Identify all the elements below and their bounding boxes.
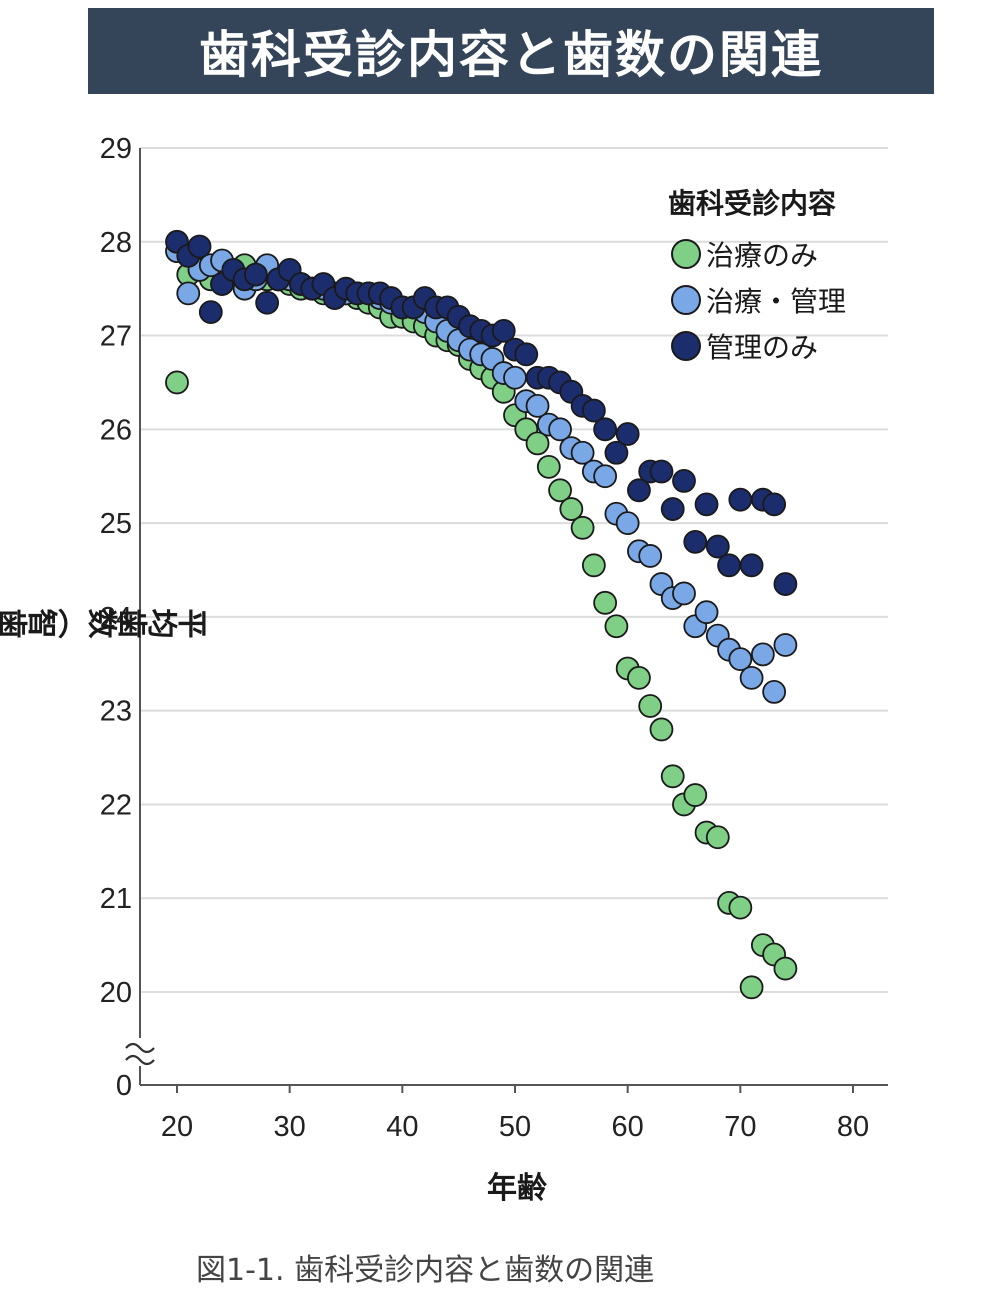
data-point-series-3 (615, 422, 640, 446)
x-tick-label: 70 (724, 1111, 756, 1143)
data-point-series-1 (548, 478, 572, 503)
data-point-series-2 (672, 581, 696, 606)
data-point-series-3 (649, 459, 674, 484)
data-point-series-3 (660, 497, 685, 521)
data-point-series-1 (649, 717, 674, 742)
data-point-series-2 (694, 600, 719, 625)
data-point-series-2 (593, 464, 618, 489)
x-tick-label: 60 (612, 1111, 644, 1143)
data-point-series-3 (627, 478, 651, 503)
x-tick-label: 80 (837, 1111, 869, 1143)
data-point-series-3 (773, 572, 798, 596)
data-point-series-3 (694, 492, 719, 517)
legend-marker (671, 331, 701, 361)
data-point-series-1 (581, 553, 606, 578)
data-point-series-2 (503, 365, 527, 390)
x-tick-label: 30 (274, 1111, 306, 1143)
data-point-series-1 (773, 956, 798, 981)
y-tick-label: 26 (100, 414, 132, 446)
data-point-series-2 (762, 680, 787, 704)
data-point-series-1 (604, 614, 629, 639)
data-point-series-3 (604, 440, 629, 465)
tick-labels: 20 21 22 23 24 25 26 27 28 29 0 20 30 40 50 60 70 80 (100, 133, 869, 1143)
data-point-series-3 (705, 534, 730, 559)
data-point-series-1 (536, 454, 561, 479)
data-point-series-3 (672, 469, 696, 493)
data-point-series-3 (514, 342, 539, 367)
data-point-series-1 (660, 764, 685, 789)
data-point-series-1 (683, 783, 708, 807)
legend-marker (671, 285, 701, 315)
data-point-series-3 (739, 553, 764, 578)
legend-label: 管理のみ (706, 331, 818, 364)
data-point-series-1 (728, 895, 753, 920)
data-point-series-3 (593, 417, 618, 442)
data-point-series-2 (638, 544, 663, 568)
y-tick-label: 21 (100, 883, 132, 915)
data-point-series-1 (627, 665, 651, 690)
data-points (165, 229, 798, 1000)
legend-label: 治療・管理 (706, 285, 846, 318)
data-point-series-2 (773, 633, 798, 657)
data-point-series-1 (705, 825, 730, 850)
data-point-series-3 (581, 398, 606, 423)
axis-break-icon (125, 1042, 155, 1066)
data-point-series-1 (559, 497, 584, 521)
y-tick-label: 20 (100, 977, 132, 1009)
data-point-series-3 (491, 318, 516, 343)
data-point-series-3 (683, 529, 708, 554)
data-point-series-2 (750, 642, 775, 667)
data-point-series-2 (570, 440, 595, 465)
figure-caption: 図1-1. 歯科受診内容と歯数の関連 (196, 1253, 655, 1288)
data-point-series-3 (187, 234, 212, 259)
legend-label: 治療のみ (706, 239, 818, 272)
data-point-series-2 (728, 647, 753, 671)
x-tick-label: 50 (499, 1111, 531, 1143)
x-tick-label: 40 (386, 1111, 418, 1143)
data-point-series-2 (548, 417, 572, 442)
data-point-series-1 (638, 694, 663, 718)
data-point-series-2 (525, 393, 550, 418)
data-point-series-2 (615, 511, 640, 536)
data-point-series-3 (243, 262, 268, 287)
chart-title: 歯科受診内容と歯数の関連 (199, 26, 823, 84)
data-point-series-3 (728, 487, 753, 512)
y-tick-label: 24 (100, 602, 132, 634)
data-point-series-1 (525, 431, 550, 456)
y-tick-label: 27 (100, 321, 132, 353)
data-point-series-2 (176, 281, 201, 306)
data-point-series-1 (593, 590, 618, 615)
data-point-series-3 (198, 300, 223, 325)
data-point-series-2 (739, 665, 764, 690)
data-point-series-3 (717, 553, 741, 578)
title-bar: 歯科受診内容と歯数の関連 (88, 8, 934, 94)
y-tick-label: 29 (100, 133, 132, 165)
y-tick-label: 22 (100, 789, 132, 821)
data-point-series-1 (739, 975, 764, 1000)
legend-marker (671, 239, 701, 269)
data-point-series-3 (762, 492, 787, 517)
data-point-series-1 (165, 370, 189, 395)
y-tick-label: 28 (100, 227, 132, 259)
y-axis-label: 平均歯数（智歯除く） (0, 603, 208, 639)
y-tick-label: 25 (100, 508, 132, 540)
axes (125, 148, 888, 1093)
x-tick-label: 20 (161, 1111, 193, 1143)
y-tick-label: 0 (116, 1070, 132, 1102)
x-axis-label: 年齢 (487, 1171, 547, 1206)
data-point-series-3 (255, 290, 280, 315)
y-tick-label: 23 (100, 696, 132, 728)
legend-title: 歯科受診内容 (668, 187, 836, 220)
data-point-series-1 (570, 515, 595, 540)
